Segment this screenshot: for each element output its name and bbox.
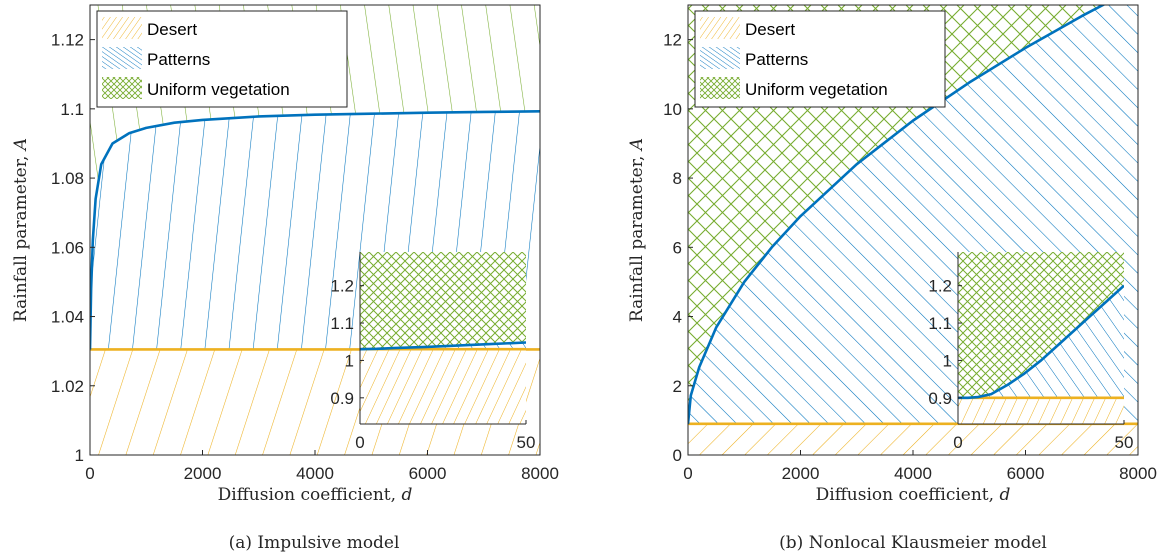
y-tick-label: 0 [673,446,682,465]
legend-swatch-uniform [102,77,142,99]
legend: Desert Patterns Uniform vegetation [694,10,946,108]
y-tick-label: 1 [75,446,84,465]
y-tick-label: 2 [673,377,682,396]
y-tick-label: 8 [673,169,682,188]
legend-swatch-desert [700,17,740,39]
x-tick-label: 6000 [409,464,447,483]
y-axis-variable: A [627,138,647,152]
inset-y-tick-label: 1.2 [330,277,354,296]
x-tick-label: 4000 [894,464,932,483]
y-tick-label: 1.08 [51,169,84,188]
legend-label-uniform: Uniform vegetation [745,80,888,99]
x-tick-label: 0 [85,464,94,483]
legend-label-desert: Desert [147,20,197,39]
y-axis-label: Rainfall parameter, A [627,138,647,322]
inset-patterns-region [958,285,1124,398]
inset-desert-region [360,349,526,424]
y-axis-label: Rainfall parameter, A [11,138,31,322]
legend-swatch-pattern [700,47,740,69]
inset-plot: 0 50 0.9 1 1.1 1.2 [928,252,1134,452]
x-axis-variable: d [999,485,1010,505]
legend-swatch-uniform [700,77,740,99]
inset-y-tick-label: 1 [345,351,354,370]
x-tick-label: 8000 [1119,464,1157,483]
inset-regions [958,252,1124,424]
y-axis-variable: A [11,138,31,152]
x-axis-variable: d [401,485,412,505]
x-tick-label: 8000 [521,464,559,483]
inset-y-tick-label: 1 [943,351,952,370]
legend-label-desert: Desert [745,20,795,39]
caption-impulsive: (a) Impulsive model [229,533,400,553]
legend-swatch-pattern [102,47,142,69]
impulsive-model-panel: 0 2000 4000 6000 8000 1 1.02 1.04 1.06 1.08 1.1 1.1… [11,4,559,505]
inset-y-tick-label: 1.1 [928,314,952,333]
x-tick-label: 2000 [782,464,820,483]
inset-patterns-region [360,342,526,350]
inset-plot: 0 50 0.9 1 1.1 1.2 [330,252,536,452]
inset-pattern-boundary-line [360,341,526,351]
inset-x-tick-label: 50 [1115,433,1134,452]
y-tick-label: 1.02 [51,377,84,396]
inset-x-tick-label: 0 [355,433,364,452]
legend-label-uniform: Uniform vegetation [147,80,290,99]
legend: Desert Patterns Uniform vegetation [96,10,348,108]
main-uniform-vegetation-region [688,5,1103,424]
y-tick-label: 1.1 [60,100,84,119]
x-axis-label: Diffusion coefficient, d [218,485,413,505]
inset-regions [360,252,526,424]
y-tick-label: 12 [663,31,682,50]
y-tick-label: 6 [673,238,682,257]
inset-y-tick-label: 1.1 [330,314,354,333]
x-axis-label: Diffusion coefficient, d [816,485,1011,505]
inset-y-tick-label: 0.9 [928,389,952,408]
inset-x-tick-label: 50 [517,433,536,452]
inset-pattern-boundary-line [958,284,1124,400]
inset-uniform-vegetation-region [360,252,526,350]
inset-desert-region [958,397,1124,424]
caption-klausmeier: (b) Nonlocal Klausmeier model [779,533,1047,553]
legend-label-pattern: Patterns [147,50,210,69]
main-pattern-boundary-line [90,109,540,350]
y-tick-label: 4 [673,308,682,327]
y-tick-label: 1.04 [51,308,84,327]
y-tick-label: 1.06 [51,238,84,257]
x-tick-label: 6000 [1007,464,1045,483]
y-tick-label: 10 [663,100,682,119]
x-tick-label: 4000 [296,464,334,483]
main-desert-region [688,423,1138,455]
y-tick-label: 1.12 [51,31,84,50]
x-tick-label: 2000 [184,464,222,483]
legend-label-pattern: Patterns [745,50,808,69]
legend-swatch-desert [102,17,142,39]
inset-uniform-vegetation-region [958,252,1124,398]
inset-y-tick-label: 0.9 [330,389,354,408]
inset-y-tick-label: 1.2 [928,277,952,296]
main-pattern-boundary-line [688,5,1106,424]
x-tick-label: 0 [683,464,692,483]
inset-x-tick-label: 0 [953,433,962,452]
